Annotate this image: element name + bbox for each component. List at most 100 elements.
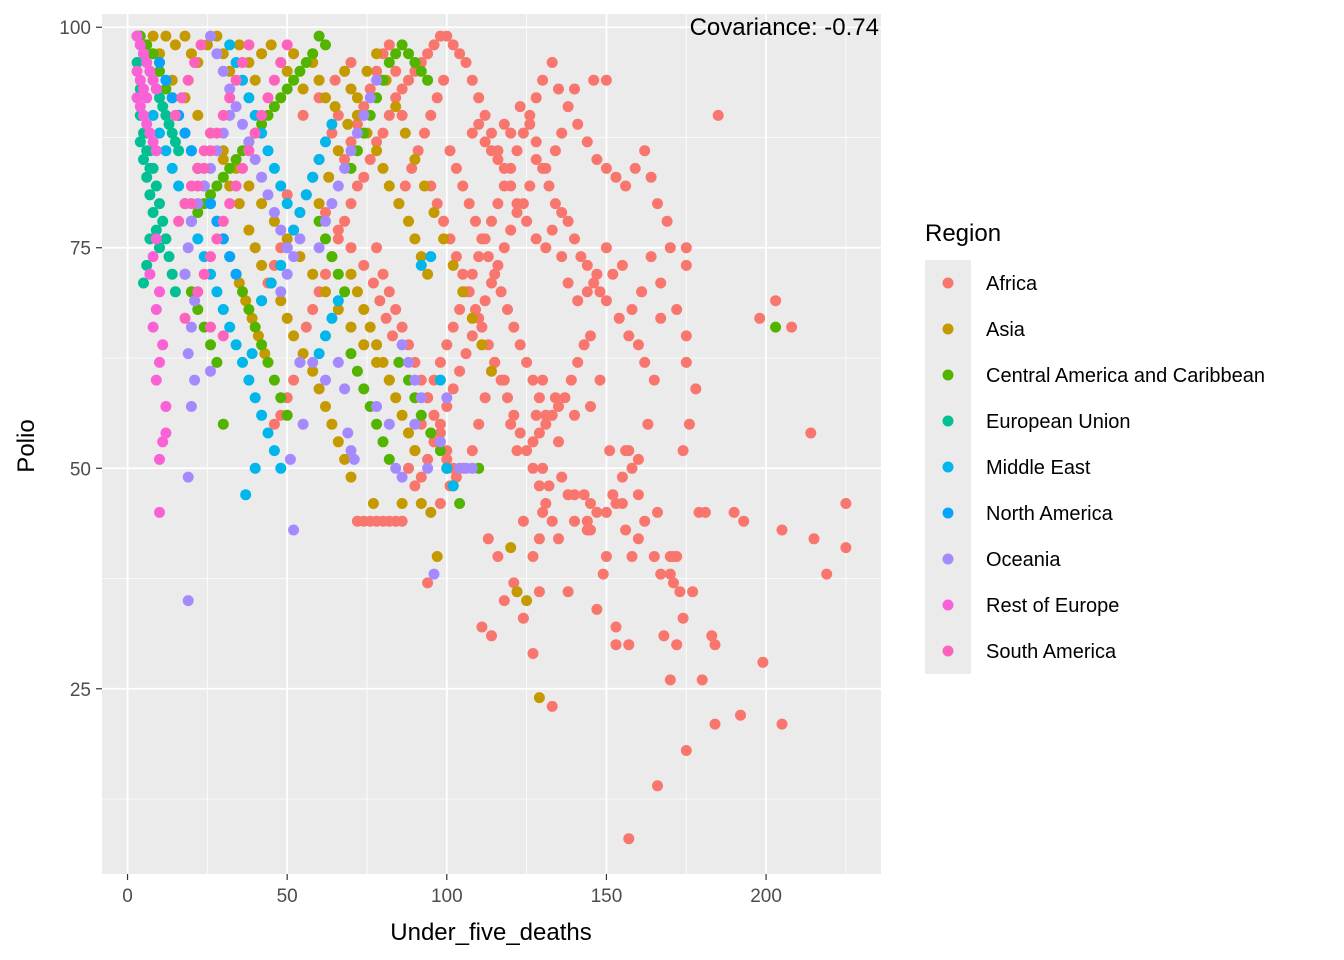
data-point <box>326 251 338 263</box>
data-point <box>591 268 603 280</box>
legend-key <box>942 553 954 565</box>
data-point <box>632 453 644 465</box>
data-point <box>348 453 360 465</box>
data-point <box>169 109 181 121</box>
data-point <box>150 180 162 192</box>
data-point <box>256 48 268 60</box>
data-point <box>680 259 692 271</box>
data-point <box>671 639 683 651</box>
data-point <box>636 286 648 298</box>
data-point <box>482 251 494 263</box>
data-point <box>537 374 549 386</box>
data-point <box>268 101 280 113</box>
data-point <box>351 286 363 298</box>
data-point <box>514 101 526 113</box>
data-point <box>182 348 194 360</box>
data-point <box>403 74 414 86</box>
data-point <box>422 453 434 465</box>
data-point <box>546 515 558 527</box>
data-point <box>268 374 280 386</box>
data-point <box>166 127 178 139</box>
data-point <box>616 471 628 483</box>
data-point <box>339 154 351 165</box>
data-point <box>185 321 197 333</box>
data-point <box>281 189 293 201</box>
data-point <box>639 145 651 157</box>
data-point <box>141 259 153 271</box>
x-tick-label: 0 <box>122 886 133 907</box>
data-point <box>224 39 236 51</box>
data-point <box>549 392 561 404</box>
data-point <box>249 154 261 165</box>
data-point <box>320 286 331 298</box>
data-point <box>351 180 363 192</box>
data-point <box>664 568 676 580</box>
data-point <box>623 445 635 457</box>
data-point <box>540 418 552 430</box>
data-point <box>383 180 395 192</box>
data-point <box>313 154 325 165</box>
data-point <box>466 445 478 457</box>
data-point <box>288 330 300 342</box>
data-point <box>237 356 248 368</box>
data-point <box>486 145 497 157</box>
data-point <box>543 480 555 492</box>
data-point <box>623 639 635 651</box>
data-point <box>268 74 280 86</box>
data-point <box>403 356 414 368</box>
data-point <box>294 356 306 368</box>
legend-key <box>942 415 954 427</box>
data-point <box>288 251 300 263</box>
data-point <box>281 83 293 95</box>
data-point <box>489 356 501 368</box>
data-point <box>632 489 644 501</box>
data-point <box>696 674 708 686</box>
data-point <box>281 312 293 324</box>
data-point <box>645 171 657 183</box>
data-point <box>434 498 446 509</box>
data-point <box>591 506 603 518</box>
data-point <box>320 136 331 148</box>
data-point <box>447 259 459 271</box>
data-point <box>217 418 229 430</box>
data-point <box>189 374 201 386</box>
data-point <box>578 489 590 501</box>
data-point <box>409 480 421 492</box>
data-point <box>246 312 258 324</box>
data-point <box>256 339 268 351</box>
legend-label: Oceania <box>986 549 1061 571</box>
data-point <box>367 498 379 509</box>
data-point <box>616 259 628 271</box>
legend-key <box>942 369 954 381</box>
data-point <box>249 392 261 404</box>
data-point <box>556 471 568 483</box>
data-point <box>585 330 596 342</box>
data-point <box>192 207 204 218</box>
data-point <box>262 356 274 368</box>
data-point <box>383 418 395 430</box>
data-point <box>332 145 344 157</box>
data-point <box>205 251 216 263</box>
data-point <box>434 374 446 386</box>
data-point <box>326 418 338 430</box>
data-point <box>211 233 223 245</box>
data-point <box>240 489 252 501</box>
data-point <box>441 453 453 465</box>
data-point <box>505 418 517 430</box>
data-point <box>572 295 584 307</box>
data-point <box>157 215 169 227</box>
data-point <box>680 745 692 756</box>
data-point <box>524 180 536 192</box>
data-point <box>275 180 287 192</box>
data-point <box>364 92 376 104</box>
data-point <box>581 286 593 298</box>
data-point <box>233 39 245 51</box>
series-asia <box>131 30 545 704</box>
data-point <box>211 286 223 298</box>
data-point <box>383 109 395 121</box>
data-point <box>256 409 268 421</box>
data-point <box>396 109 408 121</box>
data-point <box>297 418 309 430</box>
data-point <box>361 65 373 77</box>
data-point <box>160 30 172 42</box>
